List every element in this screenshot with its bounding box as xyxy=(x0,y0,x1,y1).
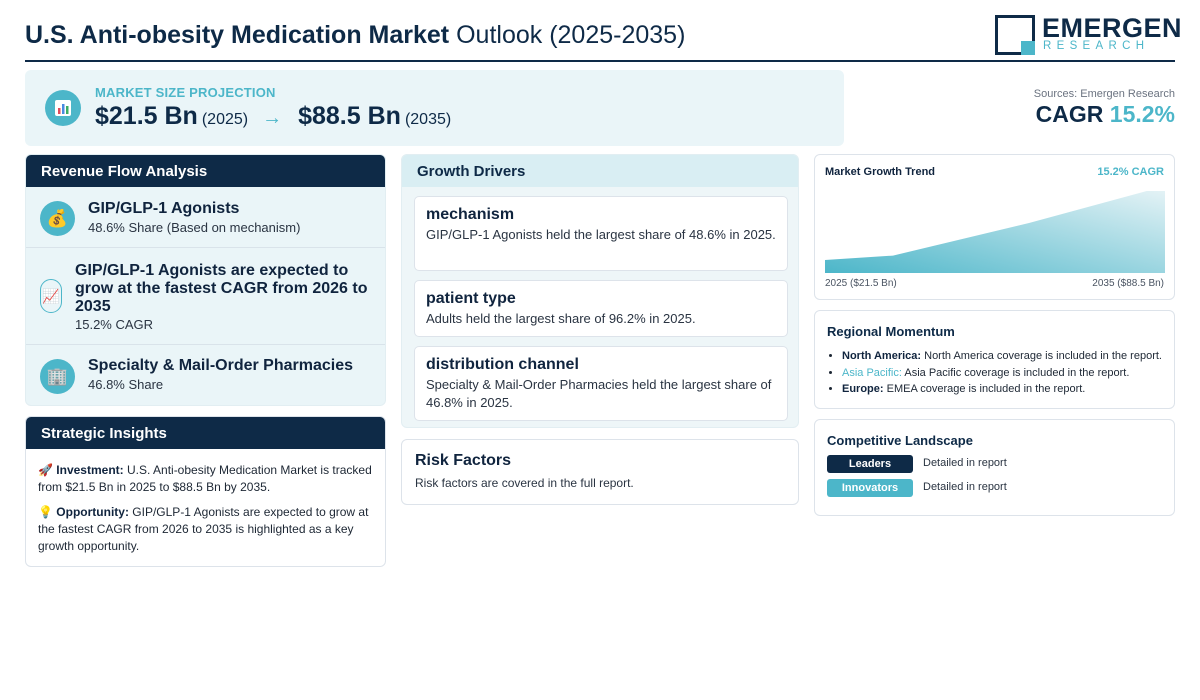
bar-chart-icon xyxy=(45,90,81,126)
revenue-item: 🏢 Specialty & Mail-Order Pharmacies 46.8… xyxy=(26,345,385,405)
insight-investment: 🚀 Investment: U.S. Anti-obesity Medicati… xyxy=(38,462,378,496)
cagr-percent: 15.2% xyxy=(1109,101,1175,127)
region-name: North America: xyxy=(842,350,922,362)
revenue-item-subtitle: 46.8% Share xyxy=(88,377,164,392)
market-size-banner: MARKET SIZE PROJECTION $21.5 Bn (2025) → $8… xyxy=(25,70,844,146)
region-name: Europe: xyxy=(842,383,884,395)
source-note: Sources: Emergen Research xyxy=(1033,88,1175,100)
risk-factors-card: Risk Factors Risk factors are covered in… xyxy=(401,439,799,505)
cagr-summary: Sources: Emergen Research CAGR 15.2% xyxy=(1034,88,1175,128)
competitive-landscape-card: Competitive Landscape Leaders Detailed i… xyxy=(814,419,1175,516)
risk-factors-title: Risk Factors xyxy=(415,452,512,469)
revenue-item-title: GIP/GLP-1 Agonists xyxy=(88,200,240,217)
building-icon: 🏢 xyxy=(40,359,75,394)
revenue-item-title: Specialty & Mail-Order Pharmacies xyxy=(88,357,353,374)
competitor-text: Detailed in report xyxy=(923,457,1007,469)
end-value: $88.5 Bn xyxy=(298,102,401,130)
revenue-item: 📈 GIP/GLP-1 Agonists are expected to gro… xyxy=(26,248,385,345)
revenue-item-title: GIP/GLP-1 Agonists are expected to grow … xyxy=(75,262,368,315)
chart-label-end: 2035 ($88.5 Bn) xyxy=(1092,278,1164,289)
revenue-flow-card: Revenue Flow Analysis 💰 GIP/GLP-1 Agonis… xyxy=(25,154,386,406)
lightbulb-icon: 💡 xyxy=(38,505,53,519)
growth-area-series xyxy=(825,191,1165,273)
chart-label-start: 2025 ($21.5 Bn) xyxy=(825,278,897,289)
competitor-text: Detailed in report xyxy=(923,481,1007,493)
insight-text: U.S. Anti-obesity Medication Market is t… xyxy=(38,463,372,494)
logo-sub-text: RESEARCH xyxy=(1043,40,1150,52)
insight-text: GIP/GLP-1 Agonists are expected to grow … xyxy=(38,505,369,553)
leaders-badge: Leaders xyxy=(827,455,913,473)
revenue-flow-title: Revenue Flow Analysis xyxy=(26,155,385,187)
insight-opportunity: 💡 Opportunity: GIP/GLP-1 Agonists are ex… xyxy=(38,504,378,555)
start-year: (2025) xyxy=(201,111,249,128)
region-text: Asia Pacific coverage is included in the… xyxy=(904,366,1130,379)
revenue-item-subtitle: 15.2% CAGR xyxy=(75,317,154,332)
rocket-icon: 🚀 xyxy=(38,463,53,477)
arrow-right-icon: → xyxy=(262,107,283,129)
driver-text: Adults held the largest share of 96.2% i… xyxy=(426,311,696,326)
competitive-landscape-title: Competitive Landscape xyxy=(827,433,973,448)
projection-values: $21.5 Bn (2025) → $88.5 Bn (2035) xyxy=(95,102,451,131)
chart-title: Market Growth Trend xyxy=(825,166,936,178)
driver-title: mechanism xyxy=(426,206,515,223)
chart-cagr-badge: 15.2% CAGR xyxy=(1097,166,1164,178)
driver-text: GIP/GLP-1 Agonists held the largest shar… xyxy=(426,227,776,242)
revenue-item-subtitle: 48.6% Share (Based on mechanism) xyxy=(88,220,301,235)
chart-increasing-icon: 📈 xyxy=(40,279,62,313)
competitor-row-leaders: Leaders Detailed in report xyxy=(827,455,1157,473)
driver-title: distribution channel xyxy=(426,356,579,373)
revenue-item: 💰 GIP/GLP-1 Agonists 48.6% Share (Based … xyxy=(26,187,385,248)
region-name: Asia Pacific: xyxy=(842,366,902,379)
emergen-logo[interactable]: EMERGEN RESEARCH xyxy=(995,13,1182,56)
region-item-north-america: North America: North America coverage is… xyxy=(842,348,1162,365)
region-item-asia-pacific: Asia Pacific: Asia Pacific coverage is i… xyxy=(842,365,1162,382)
regional-momentum-title: Regional Momentum xyxy=(827,324,955,339)
driver-text: Specialty & Mail-Order Pharmacies held t… xyxy=(426,377,772,410)
market-growth-trend-card: Market Growth Trend 15.2% CAGR 2025 ($21… xyxy=(814,154,1175,300)
insight-label: Opportunity: xyxy=(56,505,129,519)
start-value: $21.5 Bn xyxy=(95,102,198,130)
region-text: EMEA coverage is included in the report. xyxy=(886,383,1086,395)
competitor-row-innovators: Innovators Detailed in report xyxy=(827,479,1157,497)
cagr-label: CAGR xyxy=(1035,101,1104,127)
page-title-bold: U.S. Anti-obesity Medication Market xyxy=(25,21,450,49)
insight-label: Investment: xyxy=(56,463,124,477)
projection-label: MARKET SIZE PROJECTION xyxy=(95,85,276,100)
region-text: North America coverage is included in th… xyxy=(924,350,1162,362)
page-title-light: Outlook (2025-2035) xyxy=(456,21,686,49)
driver-title: patient type xyxy=(426,290,516,307)
region-item-europe: Europe: EMEA coverage is included in the… xyxy=(842,381,1162,398)
risk-factors-text: Risk factors are covered in the full rep… xyxy=(415,476,634,490)
innovators-badge: Innovators xyxy=(827,479,913,497)
regional-momentum-card: Regional Momentum North America: North A… xyxy=(814,310,1175,409)
logo-main-text: EMERGEN xyxy=(1042,13,1183,43)
driver-item: distribution channel Specialty & Mail-Or… xyxy=(414,346,788,421)
growth-area-chart xyxy=(825,191,1165,273)
growth-drivers-title: Growth Drivers xyxy=(402,155,798,187)
cagr-value: CAGR 15.2% xyxy=(1034,101,1175,128)
money-bag-icon: 💰 xyxy=(40,201,75,236)
growth-drivers-card: Growth Drivers mechanism GIP/GLP-1 Agoni… xyxy=(401,154,799,428)
page-title: U.S. Anti-obesity Medication Market Outl… xyxy=(25,21,685,50)
logo-square-icon xyxy=(995,15,1035,55)
strategic-insights-title: Strategic Insights xyxy=(26,417,385,449)
end-year: (2035) xyxy=(404,111,452,128)
driver-item: mechanism GIP/GLP-1 Agonists held the la… xyxy=(414,196,788,271)
driver-item: patient type Adults held the largest sha… xyxy=(414,280,788,337)
page-header: U.S. Anti-obesity Medication Market Outl… xyxy=(25,12,1182,62)
strategic-insights-card: Strategic Insights 🚀 Investment: U.S. An… xyxy=(25,416,386,567)
region-list: North America: North America coverage is… xyxy=(842,348,1162,398)
